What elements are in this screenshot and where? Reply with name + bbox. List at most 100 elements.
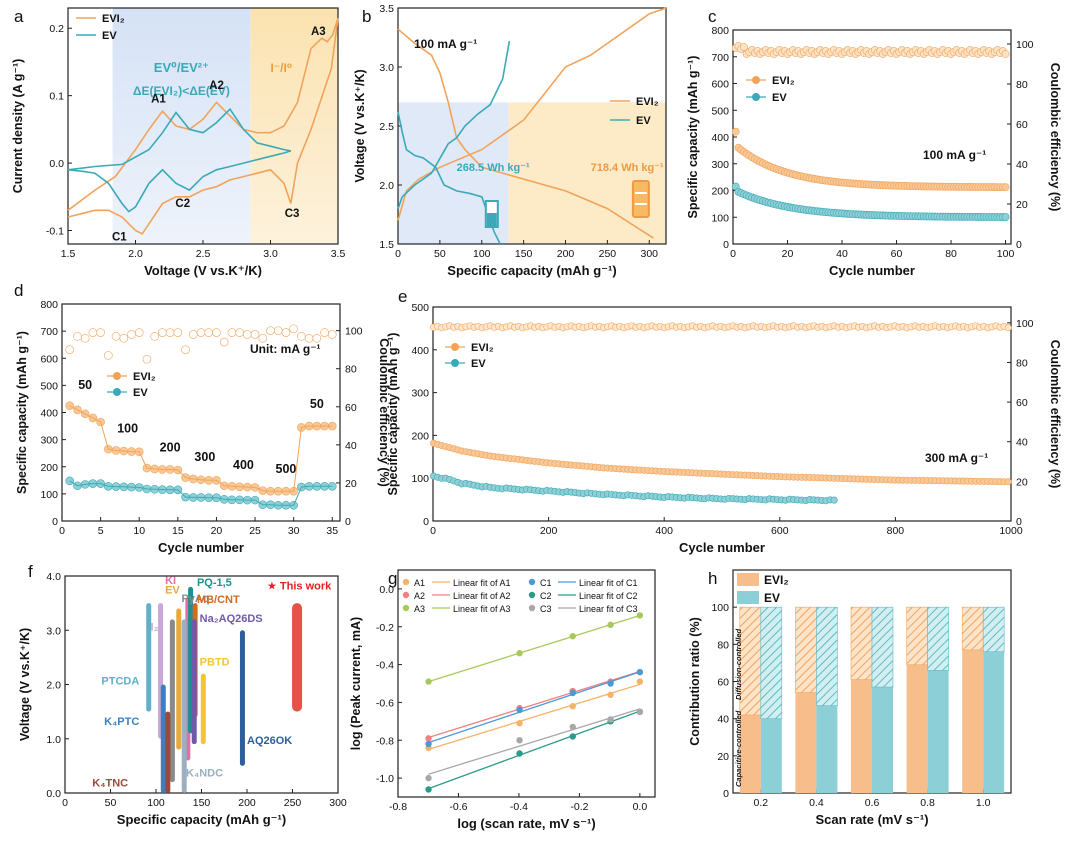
material-label: Na₂AQ26DS (200, 613, 263, 625)
x-tick-label: 0 (730, 248, 736, 260)
fit-line-C2 (428, 710, 641, 790)
y-axis-title: log (Peak current, mA) (349, 617, 363, 750)
x-tick-label: 20 (211, 525, 223, 537)
panel-c-axes: 0 20 40 60 80 1000100200300400500600700800020… (686, 25, 1062, 278)
x-tick-label: 30 (288, 525, 300, 537)
x-tick-label: 20 (782, 248, 794, 260)
x-tick-label: 1.5 (61, 248, 76, 260)
y-tick-label: 700 (40, 326, 58, 338)
ce-point (250, 330, 260, 339)
ce-point (281, 328, 291, 337)
gcd-curve (397, 28, 654, 239)
panel-letter-a: a (14, 7, 24, 26)
ce-point (1001, 50, 1010, 58)
x-tick-label: 1.0 (976, 797, 991, 809)
bar-naaq26ds (191, 619, 197, 745)
legend-marker-C1 (528, 578, 536, 586)
y2-tick-label: 80 (345, 364, 357, 376)
ce-point (65, 345, 75, 354)
y-tick-label: 700 (711, 52, 729, 64)
evi2-capacity-line (69, 405, 333, 492)
x-tick-label: 5 (98, 525, 104, 537)
y2-axis-title: Coulombic efficiency (%) (1048, 340, 1062, 489)
bar-ev-diffusion (816, 606, 838, 706)
y2-tick-label: 80 (1016, 79, 1028, 91)
rate-label: 200 (160, 440, 181, 454)
bar-kptc (160, 684, 166, 793)
bar-ev-capacitive (872, 687, 893, 793)
legend-label-C2: C2 (540, 591, 552, 601)
x-axis-title: Specific capacity (mAh g⁻¹) (117, 812, 286, 827)
material-label: PyAq (181, 593, 209, 605)
x-axis-title: Specific capacity (mAh g⁻¹) (447, 263, 616, 278)
ce-point (181, 345, 190, 354)
x-tick-label: 300 (329, 797, 347, 809)
fit-line-A1 (428, 683, 641, 751)
rate-label: 100 (117, 421, 138, 435)
x-axis-title: Cycle number (679, 540, 765, 555)
rate-annotation: 100 mA g⁻¹ (414, 37, 477, 51)
ce-point (204, 328, 214, 337)
legend-label-C3: C3 (540, 604, 552, 614)
y-tick-label: -1.0 (376, 773, 394, 785)
rate-annotation: 300 mA g⁻¹ (925, 451, 988, 465)
ce-point (165, 328, 175, 337)
x-tick-label: 200 (238, 797, 256, 809)
panel-letter-e: e (398, 287, 407, 306)
y-tick-label: -0.6 (376, 697, 394, 709)
ce-point (258, 333, 268, 343)
y2-tick-label: 100 (345, 326, 363, 338)
ce-point (142, 354, 152, 364)
x-tick-label: 1000 (999, 525, 1023, 537)
material-label: PTCDA (101, 676, 139, 688)
ce-point (196, 328, 206, 337)
legend-ev-text: EV (133, 387, 148, 399)
y-tick-label: 800 (711, 25, 729, 37)
material-label: I₂ (151, 621, 159, 633)
x-tick-label: 200 (557, 248, 575, 260)
rate-label: 300 (194, 450, 215, 464)
material-label: EV (165, 584, 180, 596)
x-axis-title: Scan rate (mV s⁻¹) (815, 812, 928, 827)
material-label: MB/CNT (197, 594, 240, 606)
ce-point (266, 326, 275, 335)
panel-letter-f: f (28, 562, 33, 581)
legend-label-A1: A1 (414, 578, 425, 588)
peak-point-C1 (569, 689, 576, 697)
y-tick-label: -0.4 (376, 660, 394, 672)
material-label: KI (165, 575, 176, 587)
y-tick-label: 3.0 (379, 62, 394, 74)
y-tick-label: 600 (711, 79, 729, 91)
y-tick-label: 60 (717, 677, 729, 689)
peak-label-C1: C1 (112, 232, 127, 244)
peak-point-C3 (516, 737, 523, 744)
x-tick-label: 150 (515, 248, 533, 260)
band-subtitle: ΔE(EVI₂)<ΔE(EV) (133, 84, 230, 98)
y2-tick-label: 100 (1016, 318, 1034, 330)
x-tick-label: 3.5 (331, 248, 346, 260)
x-tick-label: 800 (887, 525, 905, 537)
legend-marker-C2 (528, 591, 536, 599)
ce-point (297, 332, 306, 341)
y-tick-label: 500 (40, 380, 58, 392)
y-tick-label: -0.2 (376, 622, 394, 634)
peak-point-A1 (636, 678, 644, 685)
panel-letter-b: b (362, 7, 371, 26)
legend-evi2-swatch (737, 573, 759, 586)
y-tick-label: 3.0 (46, 625, 61, 637)
panel-letter-d: d (14, 281, 23, 300)
fit-line-C3 (428, 708, 641, 775)
legend-evi2-marker (451, 343, 459, 351)
peak-point-A3 (607, 621, 614, 629)
panel-f-axes: 0 50 100 150 200 250 300 0.0 1.0 2.0 3.0 4.0 KIEVPyA… (18, 571, 347, 827)
iodine-label: I⁻/I⁰ (271, 61, 293, 75)
legend-ev-marker (113, 388, 121, 396)
y-axis-title: Specific capacity (mAh g⁻¹) (686, 56, 700, 219)
x-tick-label: 300 (640, 248, 658, 260)
ce-point (289, 324, 298, 334)
peak-label-A2: A2 (209, 80, 224, 92)
ce-point (96, 328, 105, 337)
y-tick-label: 400 (411, 345, 429, 357)
ce-point (740, 43, 748, 51)
